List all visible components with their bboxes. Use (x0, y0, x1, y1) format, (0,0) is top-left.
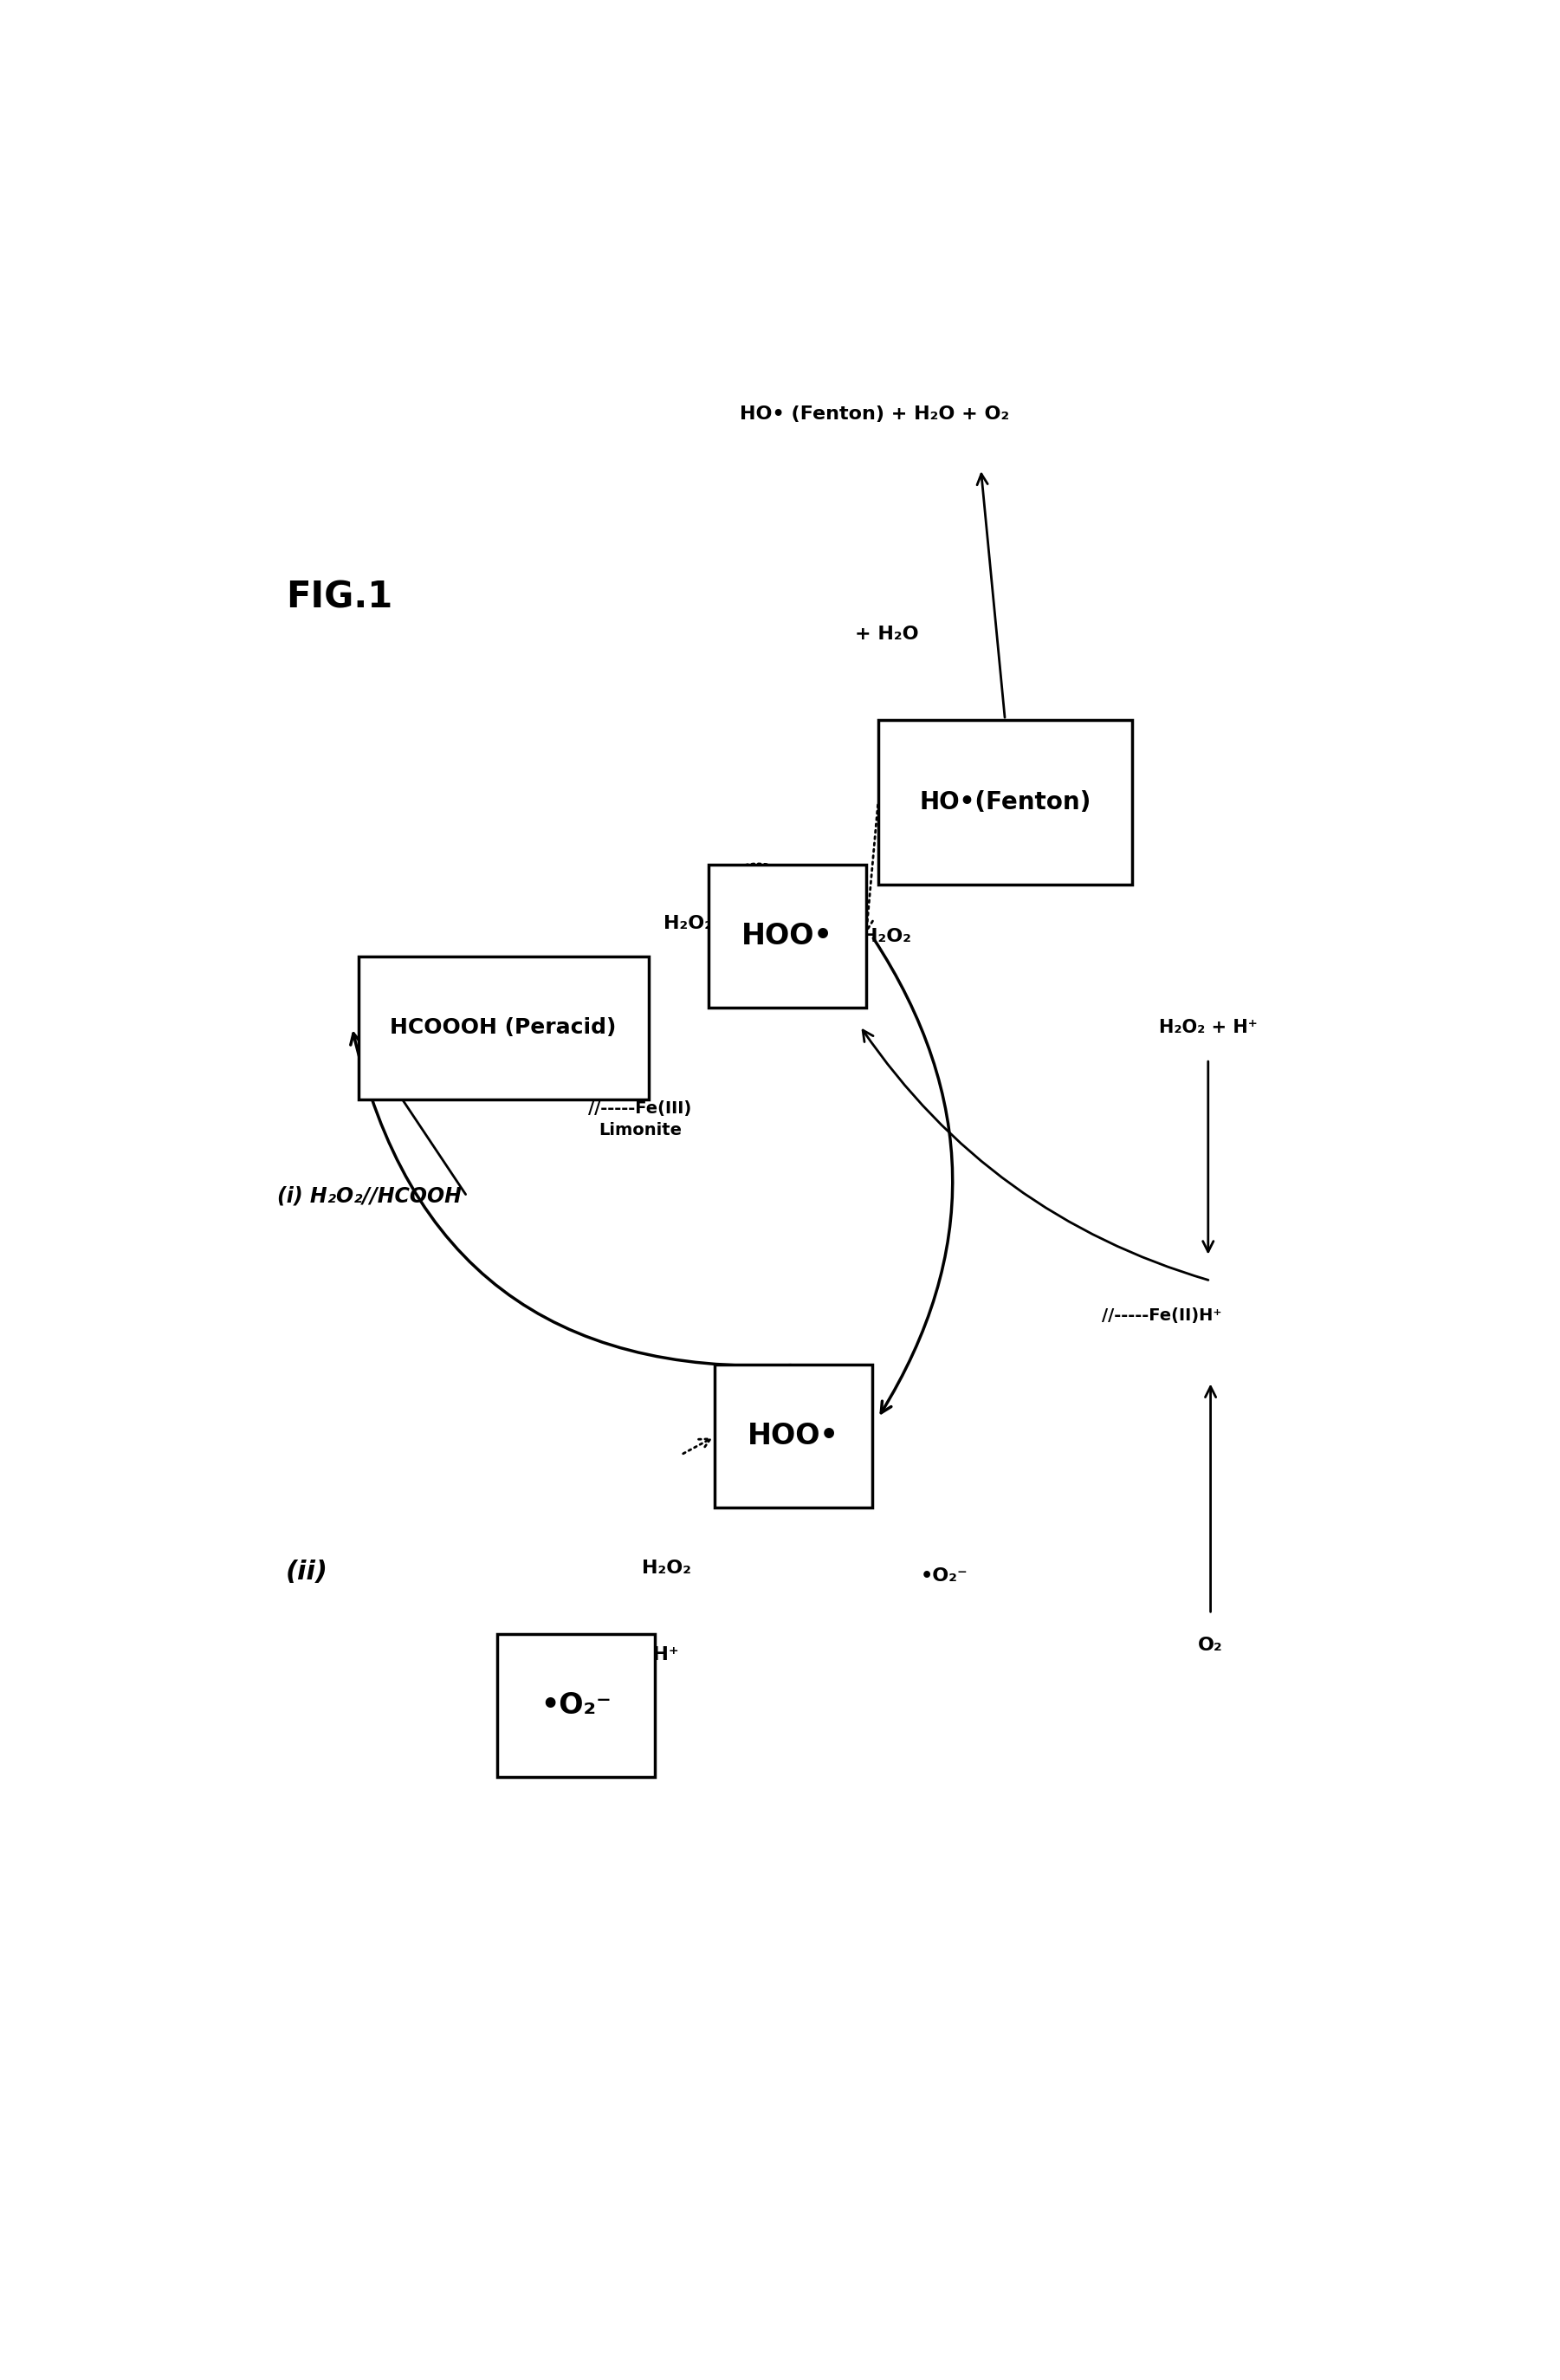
FancyBboxPatch shape (714, 1366, 872, 1509)
FancyBboxPatch shape (359, 957, 649, 1100)
Text: O₂: O₂ (1198, 1637, 1223, 1654)
FancyBboxPatch shape (708, 864, 866, 1007)
Text: FIG.1: FIG.1 (285, 578, 393, 616)
Text: + H⁺: + H⁺ (630, 1647, 679, 1664)
Text: //-----Fe(II)H⁺: //-----Fe(II)H⁺ (1103, 1307, 1221, 1323)
Text: + H₂O: + H₂O (855, 626, 919, 643)
Text: (ii): (ii) (285, 1559, 328, 1585)
Text: H₂O₂: H₂O₂ (861, 928, 911, 945)
Text: •O₂⁻: •O₂⁻ (540, 1692, 612, 1721)
Text: HO• (Fenton) + H₂O + O₂: HO• (Fenton) + H₂O + O₂ (739, 405, 1009, 424)
Text: HCOOOH (Peracid): HCOOOH (Peracid) (390, 1016, 616, 1038)
FancyBboxPatch shape (498, 1635, 655, 1778)
Text: HOO•: HOO• (747, 1423, 839, 1452)
Text: •O₂⁻: •O₂⁻ (920, 1566, 969, 1585)
Text: HOO•: HOO• (741, 921, 833, 950)
Text: H₂O₂ + H⁺: H₂O₂ + H⁺ (1159, 1019, 1257, 1035)
Text: H₂O₂: H₂O₂ (663, 914, 713, 933)
Text: HO•(Fenton): HO•(Fenton) (919, 790, 1090, 814)
FancyBboxPatch shape (878, 719, 1133, 885)
Text: H₂O₂: H₂O₂ (641, 1559, 691, 1578)
Text: //-----Fe(III)
Limonite: //-----Fe(III) Limonite (588, 1100, 691, 1138)
Text: (i) H₂O₂//HCOOH: (i) H₂O₂//HCOOH (278, 1185, 462, 1207)
